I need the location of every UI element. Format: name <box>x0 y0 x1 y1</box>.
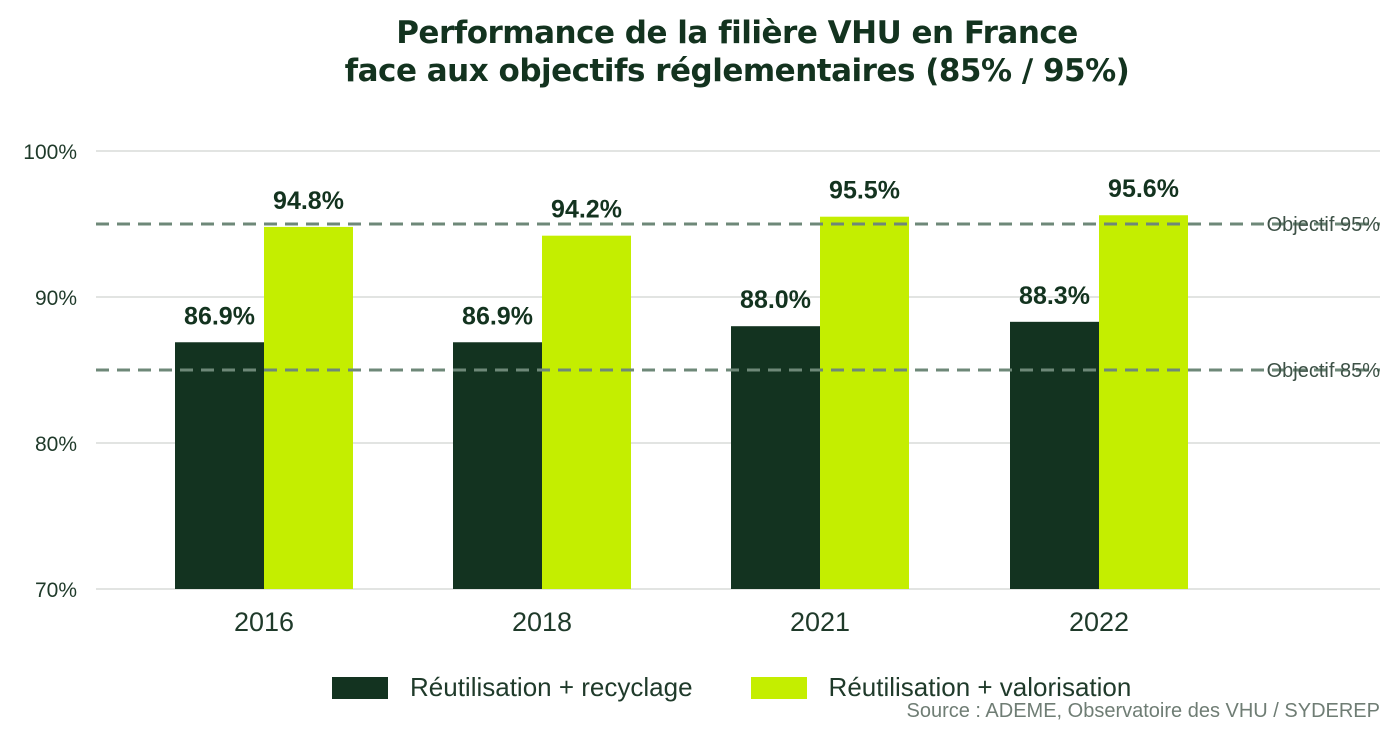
y-tick-label-100: 100% <box>23 141 77 164</box>
y-tick-label-90: 90% <box>35 287 77 310</box>
data-label-valorisation-2021: 95.5% <box>829 177 900 205</box>
legend: Réutilisation + recyclage Réutilisation … <box>332 672 1189 703</box>
data-label-valorisation-2022: 95.6% <box>1108 175 1179 203</box>
bar-recyclage-2021 <box>731 326 820 589</box>
source-note: Source : ADEME, Observatoire des VHU / S… <box>906 700 1380 722</box>
x-tick-label-2021: 2021 <box>790 607 850 637</box>
legend-label-valorisation: Réutilisation + valorisation <box>828 672 1132 702</box>
chart-title-line-1: Performance de la filière VHU en France <box>396 15 1078 51</box>
y-tick-label-70: 70% <box>35 579 77 602</box>
bar-valorisation-2022 <box>1099 215 1188 590</box>
bar-valorisation-2021 <box>820 216 909 589</box>
x-tick-label-2016: 2016 <box>234 607 294 637</box>
legend-swatch-recyclage <box>332 676 388 699</box>
bar-valorisation-2018 <box>542 235 631 589</box>
data-label-valorisation-2016: 94.8% <box>273 187 344 215</box>
legend-item-valorisation: Réutilisation + valorisation <box>750 672 1132 703</box>
bar-recyclage-2022 <box>1010 321 1099 589</box>
target-label-85: Objectif 85% <box>1267 360 1381 382</box>
data-label-valorisation-2018: 94.2% <box>551 196 622 224</box>
chart-title-line-2: face aux objectifs réglementaires (85% /… <box>344 53 1130 89</box>
target-label-95: Objectif 95% <box>1267 214 1381 236</box>
x-tick-label-2022: 2022 <box>1069 607 1129 637</box>
legend-item-recyclage: Réutilisation + recyclage <box>332 672 693 703</box>
x-tick-label-2018: 2018 <box>512 607 572 637</box>
chart-title: Performance de la filière VHU en France … <box>0 14 1400 90</box>
bar-recyclage-2016 <box>175 342 264 589</box>
data-label-recyclage-2021: 88.0% <box>740 286 811 314</box>
y-tick-label-80: 80% <box>35 433 77 456</box>
legend-swatch-valorisation <box>750 676 807 699</box>
data-label-recyclage-2018: 86.9% <box>462 302 533 330</box>
data-label-recyclage-2016: 86.9% <box>184 302 255 330</box>
legend-label-recyclage: Réutilisation + recyclage <box>410 672 693 702</box>
bar-recyclage-2018 <box>453 342 542 589</box>
bar-valorisation-2016 <box>264 226 353 590</box>
data-label-recyclage-2022: 88.3% <box>1019 282 1090 310</box>
